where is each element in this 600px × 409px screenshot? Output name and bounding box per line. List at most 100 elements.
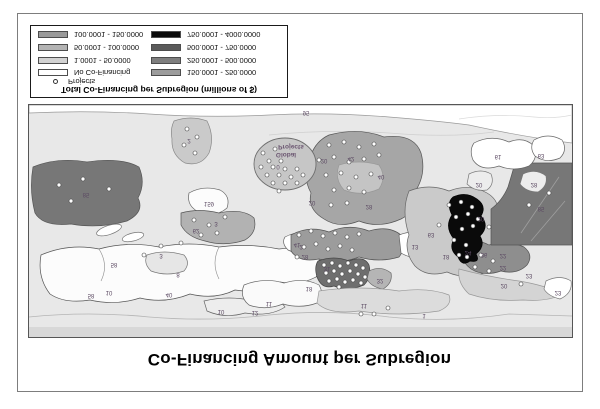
region-number: 1 bbox=[422, 312, 426, 318]
project-dot bbox=[346, 159, 352, 165]
map-region-nz bbox=[121, 231, 145, 243]
project-dot bbox=[260, 150, 266, 156]
project-dot bbox=[308, 228, 314, 234]
region-number: 2 bbox=[187, 137, 191, 143]
project-dot bbox=[326, 142, 332, 148]
legend-label: 150.0001 - 250.0000 bbox=[187, 68, 257, 77]
project-dot bbox=[546, 190, 552, 196]
legend-swatch bbox=[38, 57, 68, 64]
region-number: 2 bbox=[299, 243, 303, 249]
region-number: 13 bbox=[412, 243, 419, 249]
project-dot bbox=[158, 243, 164, 249]
project-dot bbox=[282, 180, 288, 186]
project-dot bbox=[106, 186, 112, 192]
global-projects-label: Global bbox=[276, 151, 296, 158]
legend-item: 250.0001 - 500.0000 bbox=[151, 56, 256, 65]
project-dot bbox=[526, 202, 532, 208]
project-dot bbox=[194, 134, 200, 140]
project-dot bbox=[68, 198, 74, 204]
global-projects-circle bbox=[253, 137, 317, 191]
map-region bbox=[188, 187, 229, 215]
region-number: 58 bbox=[111, 261, 118, 267]
region-number: 28 bbox=[302, 253, 309, 259]
region-number: 40 bbox=[378, 173, 385, 179]
project-dot bbox=[266, 158, 272, 164]
map-region bbox=[466, 170, 493, 191]
project-dot bbox=[339, 271, 345, 277]
project-dot bbox=[469, 204, 475, 210]
project-dot bbox=[355, 271, 361, 277]
legend-label: 100.0001 - 150.0000 bbox=[74, 30, 144, 39]
map-region bbox=[316, 287, 451, 315]
project-dot bbox=[371, 311, 377, 317]
project-dot bbox=[320, 233, 326, 239]
project-dot bbox=[451, 237, 457, 243]
project-dot bbox=[294, 254, 300, 260]
project-dot bbox=[328, 202, 334, 208]
region-number: 10 bbox=[218, 308, 225, 314]
map-region bbox=[531, 135, 565, 161]
region-number: 20 bbox=[476, 181, 483, 187]
region-number: 63 bbox=[538, 152, 545, 158]
legend-swatch bbox=[151, 57, 181, 64]
project-dot bbox=[385, 305, 391, 311]
project-dot bbox=[331, 268, 337, 274]
region-number: 20 bbox=[309, 199, 316, 205]
project-dot bbox=[344, 234, 350, 240]
legend-projects-row: Projects bbox=[53, 77, 95, 86]
region-number: 28 bbox=[531, 181, 538, 187]
project-dot bbox=[376, 152, 382, 158]
legend-item: 150.0001 - 250.0000 bbox=[151, 68, 256, 77]
legend-label: 750.0001 - 4000.0000 bbox=[187, 30, 261, 39]
legend-swatch bbox=[151, 69, 181, 76]
project-dot bbox=[486, 268, 492, 274]
figure-frame bbox=[17, 13, 583, 392]
region-number: 3 bbox=[159, 252, 163, 258]
global-projects-count: 0 bbox=[276, 163, 280, 169]
project-dot bbox=[349, 247, 355, 253]
region-number: 63 bbox=[428, 231, 435, 237]
map-region-black bbox=[448, 194, 486, 264]
project-dot bbox=[316, 157, 322, 163]
map-region bbox=[145, 251, 188, 275]
project-dot bbox=[338, 170, 344, 176]
subregion-borders bbox=[98, 246, 220, 282]
project-dot bbox=[325, 246, 331, 252]
project-dot bbox=[323, 270, 329, 276]
region-number: 42 bbox=[348, 155, 355, 161]
project-dot bbox=[294, 166, 300, 172]
region-number: 10 bbox=[106, 289, 113, 295]
region-number: 40 bbox=[166, 291, 173, 297]
region-number: 23 bbox=[555, 289, 562, 295]
map-region bbox=[170, 117, 212, 165]
legend-item: 1.0001 - 50.0000 bbox=[38, 56, 131, 65]
project-dot bbox=[458, 199, 464, 205]
map-region bbox=[242, 280, 322, 309]
project-dot bbox=[463, 242, 469, 248]
project-dot bbox=[361, 189, 367, 195]
project-dot bbox=[465, 211, 471, 217]
legend-swatch bbox=[38, 31, 68, 38]
legend-swatch bbox=[38, 44, 68, 51]
project-dot bbox=[264, 172, 270, 178]
map-region-antarctica bbox=[29, 105, 572, 144]
project-dot bbox=[276, 172, 282, 178]
project-dot bbox=[350, 277, 356, 283]
legend-swatch bbox=[151, 31, 181, 38]
project-dot bbox=[331, 154, 337, 160]
project-dot bbox=[456, 252, 462, 258]
region-number: 12 bbox=[252, 309, 259, 315]
region-number: 61 bbox=[495, 153, 502, 159]
project-dot bbox=[296, 232, 302, 238]
legend-label: 500.0001 - 750.0000 bbox=[187, 43, 257, 52]
project-dot bbox=[472, 264, 478, 270]
project-dot bbox=[353, 174, 359, 180]
region-number: 85 bbox=[83, 191, 90, 197]
project-dot bbox=[222, 214, 228, 220]
project-marker-icon bbox=[53, 79, 58, 84]
map-region bbox=[519, 171, 547, 193]
project-dot bbox=[368, 171, 374, 177]
map-region bbox=[366, 268, 392, 290]
project-dot bbox=[453, 214, 459, 220]
